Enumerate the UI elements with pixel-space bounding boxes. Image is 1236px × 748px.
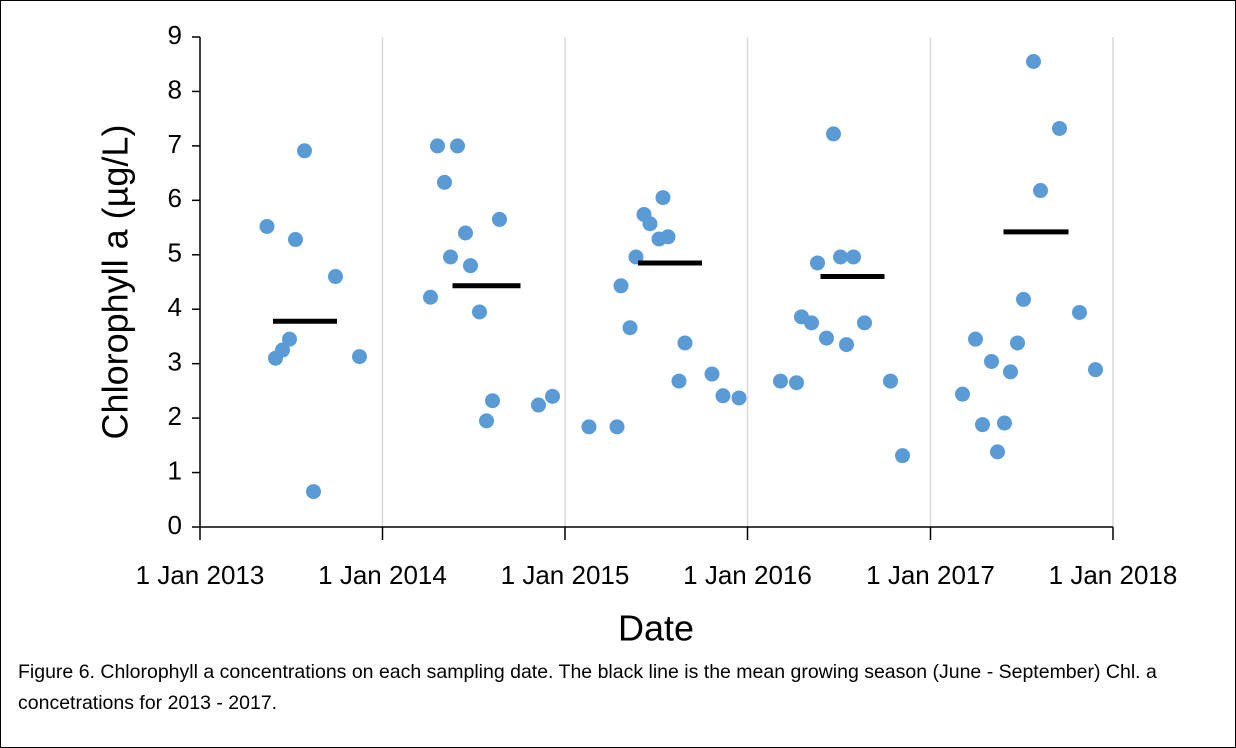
data-point [450, 138, 465, 154]
data-point [810, 255, 825, 271]
y-tick-label: 8 [168, 74, 182, 104]
data-point [826, 126, 841, 142]
data-point [1003, 364, 1018, 380]
data-point [609, 419, 625, 435]
data-point [1088, 362, 1103, 378]
data-point [975, 417, 990, 433]
data-point [430, 138, 445, 154]
data-point [997, 415, 1012, 431]
data-point [463, 258, 478, 274]
data-point [671, 373, 687, 389]
data-point [819, 330, 834, 346]
data-point [259, 218, 275, 234]
y-tick-label: 4 [168, 292, 182, 322]
data-point [895, 448, 910, 464]
y-tick-label: 7 [168, 129, 182, 159]
y-tick-label: 1 [168, 455, 182, 485]
y-tick-label: 9 [168, 20, 182, 50]
data-point [485, 393, 500, 409]
x-tick-label: 1 Jan 2013 [136, 560, 265, 590]
x-tick-label: 1 Jan 2017 [866, 560, 995, 590]
data-point [677, 335, 693, 351]
data-point [581, 419, 597, 435]
data-point [458, 225, 473, 241]
data-point [833, 249, 848, 265]
data-point [773, 373, 788, 389]
data-point [352, 349, 367, 365]
data-point [789, 375, 804, 391]
data-point [731, 390, 747, 406]
data-point [472, 304, 487, 320]
data-point [804, 315, 819, 331]
data-point [839, 337, 854, 353]
caption: Figure 6. Chlorophyll a concentrations o… [18, 661, 1157, 714]
data-point [1026, 54, 1041, 69]
x-tick-label: 1 Jan 2014 [318, 560, 447, 590]
data-point [492, 211, 507, 227]
data-point [479, 413, 494, 429]
data-point [1033, 183, 1048, 199]
data-point [715, 388, 731, 404]
y-tick-label: 0 [168, 510, 182, 540]
data-point [1072, 304, 1087, 320]
data-point [306, 484, 321, 500]
data-point [1016, 291, 1031, 307]
data-point [846, 249, 861, 265]
x-axis-title: Date [618, 608, 694, 649]
data-point [857, 315, 872, 331]
data-point [955, 386, 970, 402]
data-point [282, 331, 297, 347]
y-tick-label: 2 [168, 401, 182, 431]
data-point [704, 366, 720, 382]
data-point [984, 353, 999, 369]
data-point [1010, 335, 1025, 351]
data-point [1052, 120, 1067, 136]
data-point [443, 249, 458, 265]
data-point [423, 289, 438, 305]
y-tick-label: 5 [168, 238, 182, 268]
y-tick-label: 6 [168, 183, 182, 213]
y-tick-label: 3 [168, 347, 182, 377]
data-point [990, 444, 1005, 460]
data-point [275, 342, 290, 358]
data-point [545, 388, 560, 404]
data-point [613, 278, 629, 294]
data-point [883, 373, 898, 389]
y-axis-title: Chlorophyll a (µg/L) [95, 125, 136, 440]
x-tick-label: 1 Jan 2016 [683, 560, 812, 590]
data-point [531, 397, 546, 413]
data-point [622, 320, 638, 336]
data-point [968, 331, 983, 347]
data-point [642, 216, 658, 232]
x-tick-label: 1 Jan 2018 [1049, 560, 1178, 590]
data-point [655, 190, 671, 206]
data-point [297, 143, 312, 159]
data-point [660, 229, 676, 245]
x-tick-label: 1 Jan 2015 [501, 560, 630, 590]
data-point [437, 174, 452, 190]
data-point [328, 269, 343, 285]
data-point [288, 232, 303, 248]
